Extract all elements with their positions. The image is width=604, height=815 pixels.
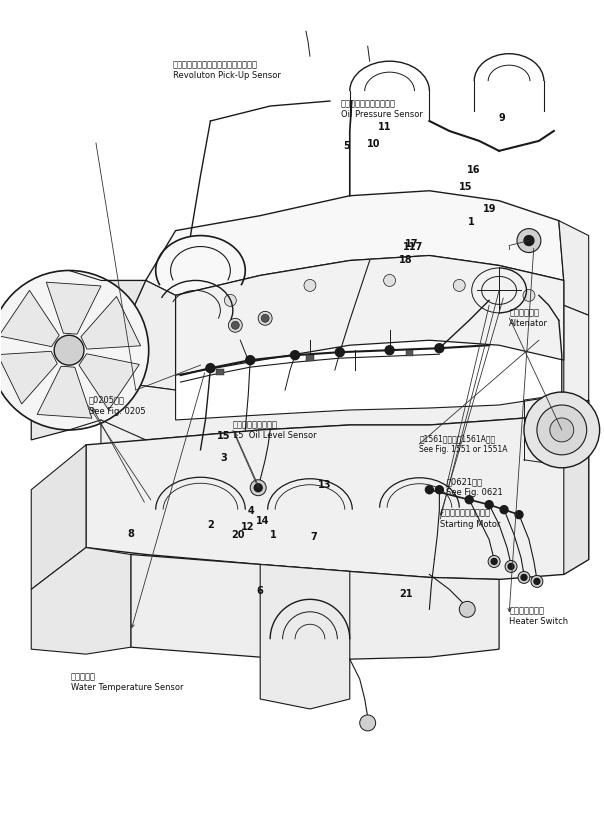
Text: レボリューションピックアップセンサ
Revoluton Pick-Up Sensor: レボリューションピックアップセンサ Revoluton Pick-Up Sens… <box>173 60 281 81</box>
Text: 14: 14 <box>256 516 269 526</box>
Polygon shape <box>146 191 564 295</box>
Text: 11: 11 <box>378 122 392 132</box>
Circle shape <box>491 558 497 565</box>
Text: 4: 4 <box>248 506 254 517</box>
Polygon shape <box>260 565 350 709</box>
Text: 困1561または困1561A参照
See Fig. 1551 or 1551A: 困1561または困1561A参照 See Fig. 1551 or 1551A <box>419 434 508 454</box>
Polygon shape <box>559 221 589 315</box>
Circle shape <box>54 335 84 365</box>
Circle shape <box>291 350 300 359</box>
Circle shape <box>254 484 262 491</box>
Text: オイルレベルセンサ
15  Oil Level Sensor: オイルレベルセンサ 15 Oil Level Sensor <box>233 421 316 440</box>
Text: 19: 19 <box>483 205 497 214</box>
Circle shape <box>425 486 434 494</box>
Text: オイルプレッシャセンサ
Oil Pressure Sensor: オイルプレッシャセンサ Oil Pressure Sensor <box>341 99 423 120</box>
Polygon shape <box>37 366 92 418</box>
Circle shape <box>518 571 530 584</box>
Text: 6: 6 <box>257 586 263 596</box>
Circle shape <box>524 392 600 468</box>
Polygon shape <box>131 554 499 659</box>
Text: 水温センサ
Water Temperature Sensor: 水温センサ Water Temperature Sensor <box>71 672 183 692</box>
Bar <box>306 355 314 361</box>
Text: 2: 2 <box>207 520 214 531</box>
Circle shape <box>523 289 535 302</box>
Circle shape <box>488 556 500 567</box>
Circle shape <box>0 271 149 430</box>
Text: 困0621参照
See Fig. 0621: 困0621参照 See Fig. 0621 <box>446 477 503 497</box>
Text: 16: 16 <box>467 165 480 174</box>
Circle shape <box>261 315 269 322</box>
Circle shape <box>534 579 540 584</box>
Polygon shape <box>31 445 86 589</box>
Polygon shape <box>31 548 131 654</box>
Circle shape <box>385 346 394 355</box>
Text: 困0205参照
See Fig. 0205: 困0205参照 See Fig. 0205 <box>89 396 145 416</box>
Text: ヒータスイッチ
Heater Switch: ヒータスイッチ Heater Switch <box>509 606 568 626</box>
Circle shape <box>250 480 266 496</box>
Circle shape <box>206 363 215 372</box>
Text: 21: 21 <box>399 589 413 599</box>
Circle shape <box>453 280 465 292</box>
Text: オルタネータ
Altenator: オルタネータ Altenator <box>509 308 548 328</box>
Text: スターティングモータ
Starting Motor: スターティングモータ Starting Motor <box>440 509 501 529</box>
Circle shape <box>515 511 523 518</box>
Text: 18: 18 <box>399 254 412 265</box>
Circle shape <box>435 344 444 353</box>
Text: 12: 12 <box>241 522 255 532</box>
Polygon shape <box>0 290 59 346</box>
Polygon shape <box>79 354 140 410</box>
Circle shape <box>465 496 473 504</box>
Circle shape <box>258 311 272 325</box>
Polygon shape <box>101 280 176 390</box>
Circle shape <box>508 563 514 570</box>
Circle shape <box>360 715 376 731</box>
Circle shape <box>228 319 242 333</box>
Circle shape <box>524 236 534 245</box>
Text: 10: 10 <box>367 139 381 149</box>
Text: 117: 117 <box>403 243 423 253</box>
Text: 1: 1 <box>271 530 277 540</box>
Text: 7: 7 <box>310 531 317 542</box>
Polygon shape <box>564 400 589 575</box>
Text: 1: 1 <box>468 218 475 227</box>
Bar <box>405 350 414 356</box>
Bar <box>216 369 224 375</box>
Circle shape <box>521 575 527 580</box>
Polygon shape <box>47 282 101 334</box>
Circle shape <box>335 348 344 357</box>
Text: 15: 15 <box>459 182 472 192</box>
Circle shape <box>384 275 396 286</box>
Text: 17: 17 <box>405 240 419 249</box>
Polygon shape <box>86 400 589 579</box>
Polygon shape <box>101 306 589 445</box>
Polygon shape <box>176 256 564 375</box>
Circle shape <box>246 355 255 364</box>
Circle shape <box>435 486 443 494</box>
Circle shape <box>500 505 508 513</box>
Text: 3: 3 <box>220 453 227 463</box>
Text: 20: 20 <box>231 530 245 540</box>
Text: 5: 5 <box>344 141 350 151</box>
Polygon shape <box>31 275 146 440</box>
Circle shape <box>550 418 574 442</box>
Circle shape <box>485 500 493 509</box>
Text: 8: 8 <box>127 529 134 540</box>
Text: 13: 13 <box>318 481 331 491</box>
Polygon shape <box>81 297 141 349</box>
Text: 15: 15 <box>217 431 231 441</box>
Circle shape <box>531 575 543 588</box>
Circle shape <box>224 294 236 306</box>
Text: 9: 9 <box>498 112 505 122</box>
Circle shape <box>517 229 541 253</box>
Circle shape <box>304 280 316 292</box>
Circle shape <box>459 601 475 617</box>
Circle shape <box>537 405 586 455</box>
Polygon shape <box>0 351 57 404</box>
Circle shape <box>505 561 517 572</box>
Circle shape <box>231 321 239 329</box>
